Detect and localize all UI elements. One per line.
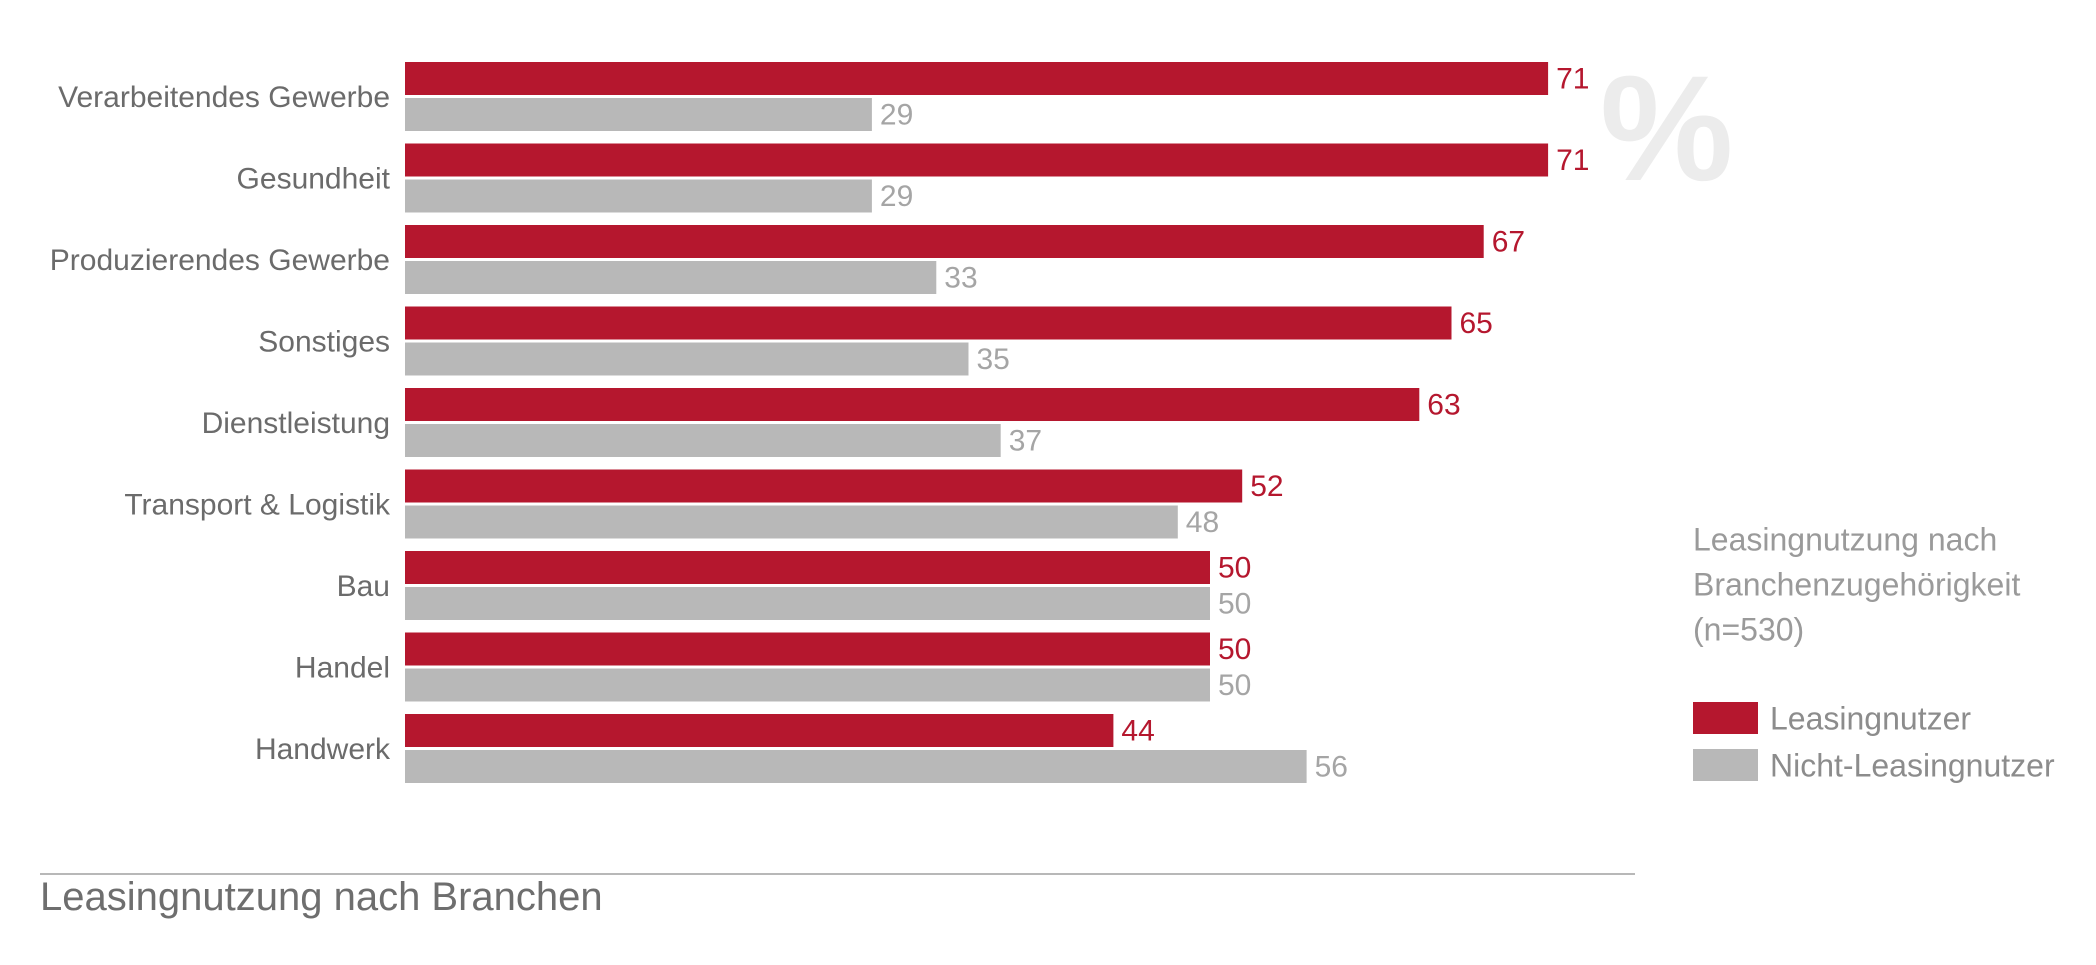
bar-leasingnutzer bbox=[405, 469, 1243, 503]
bar-leasingnutzer bbox=[405, 551, 1210, 584]
value-label: 44 bbox=[1121, 714, 1154, 747]
legend: Leasingnutzung nach Branchenzugehörigkeit… bbox=[1693, 521, 2055, 783]
category-label: Bau bbox=[337, 570, 390, 603]
value-label: 37 bbox=[1009, 424, 1042, 457]
category-group: Verarbeitendes Gewerbe 71 29 bbox=[58, 62, 1589, 131]
category-label: Dienstleistung bbox=[202, 407, 390, 440]
value-label: 29 bbox=[880, 98, 913, 131]
category-label: Gesundheit bbox=[237, 162, 391, 195]
category-label: Produzierendes Gewerbe bbox=[50, 244, 390, 277]
bar-nicht-leasingnutzer bbox=[405, 179, 872, 213]
bar-leasingnutzer bbox=[405, 225, 1484, 258]
bars-group: Verarbeitendes Gewerbe 71 29 Gesundheit 71 29… bbox=[50, 62, 1589, 783]
bar-leasingnutzer bbox=[405, 632, 1210, 666]
value-label: 65 bbox=[1460, 307, 1493, 340]
bar-leasingnutzer bbox=[405, 62, 1549, 95]
value-label: 50 bbox=[1218, 587, 1251, 620]
category-label: Sonstiges bbox=[258, 325, 390, 358]
value-label: 63 bbox=[1427, 388, 1460, 421]
value-label: 71 bbox=[1556, 62, 1589, 95]
bar-nicht-leasingnutzer bbox=[405, 668, 1210, 702]
legend-swatch bbox=[1693, 749, 1758, 781]
category-label: Handel bbox=[295, 651, 390, 684]
value-label: 50 bbox=[1218, 551, 1251, 584]
value-label: 71 bbox=[1556, 144, 1589, 177]
chart-subtitle-line: Branchenzugehörigkeit bbox=[1693, 566, 2020, 602]
bar-leasingnutzer bbox=[405, 306, 1452, 340]
bar-nicht-leasingnutzer bbox=[405, 587, 1210, 620]
category-group: Transport & Logistik 52 48 bbox=[124, 469, 1284, 539]
bar-leasingnutzer bbox=[405, 714, 1114, 747]
legend-label: Leasingnutzer bbox=[1770, 700, 1971, 736]
value-label: 33 bbox=[944, 261, 977, 294]
value-label: 50 bbox=[1218, 633, 1251, 666]
legend-swatch bbox=[1693, 702, 1758, 734]
chart-subtitle-line: Leasingnutzung nach bbox=[1693, 521, 1997, 557]
category-group: Handwerk 44 56 bbox=[255, 714, 1348, 783]
footer-divider bbox=[40, 873, 1635, 875]
bar-nicht-leasingnutzer bbox=[405, 98, 872, 131]
value-label: 50 bbox=[1218, 669, 1251, 702]
category-group: Dienstleistung 63 37 bbox=[202, 388, 1461, 457]
bar-leasingnutzer bbox=[405, 143, 1549, 177]
value-label: 35 bbox=[977, 343, 1010, 376]
category-label: Verarbeitendes Gewerbe bbox=[58, 81, 390, 114]
category-group: Produzierendes Gewerbe 67 33 bbox=[50, 225, 1525, 294]
category-group: Gesundheit 71 29 bbox=[237, 143, 1589, 213]
bar-leasingnutzer bbox=[405, 388, 1420, 421]
value-label: 67 bbox=[1492, 225, 1525, 258]
value-label: 52 bbox=[1250, 470, 1283, 503]
bar-nicht-leasingnutzer bbox=[405, 750, 1307, 783]
value-label: 48 bbox=[1186, 506, 1219, 539]
bar-nicht-leasingnutzer bbox=[405, 505, 1178, 539]
value-label: 29 bbox=[880, 180, 913, 213]
category-group: Sonstiges 65 35 bbox=[258, 306, 1493, 376]
legend-label: Nicht-Leasingnutzer bbox=[1770, 747, 2055, 783]
bar-nicht-leasingnutzer bbox=[405, 261, 937, 294]
category-label: Transport & Logistik bbox=[124, 488, 391, 521]
category-label: Handwerk bbox=[255, 733, 391, 766]
bar-nicht-leasingnutzer bbox=[405, 424, 1001, 457]
bar-nicht-leasingnutzer bbox=[405, 342, 969, 376]
value-label: 56 bbox=[1315, 750, 1348, 783]
percent-unit-mark: % bbox=[1600, 44, 1733, 212]
chart-subtitle-line: (n=530) bbox=[1693, 611, 1804, 647]
chart-title: Leasingnutzung nach Branchen bbox=[40, 875, 603, 919]
